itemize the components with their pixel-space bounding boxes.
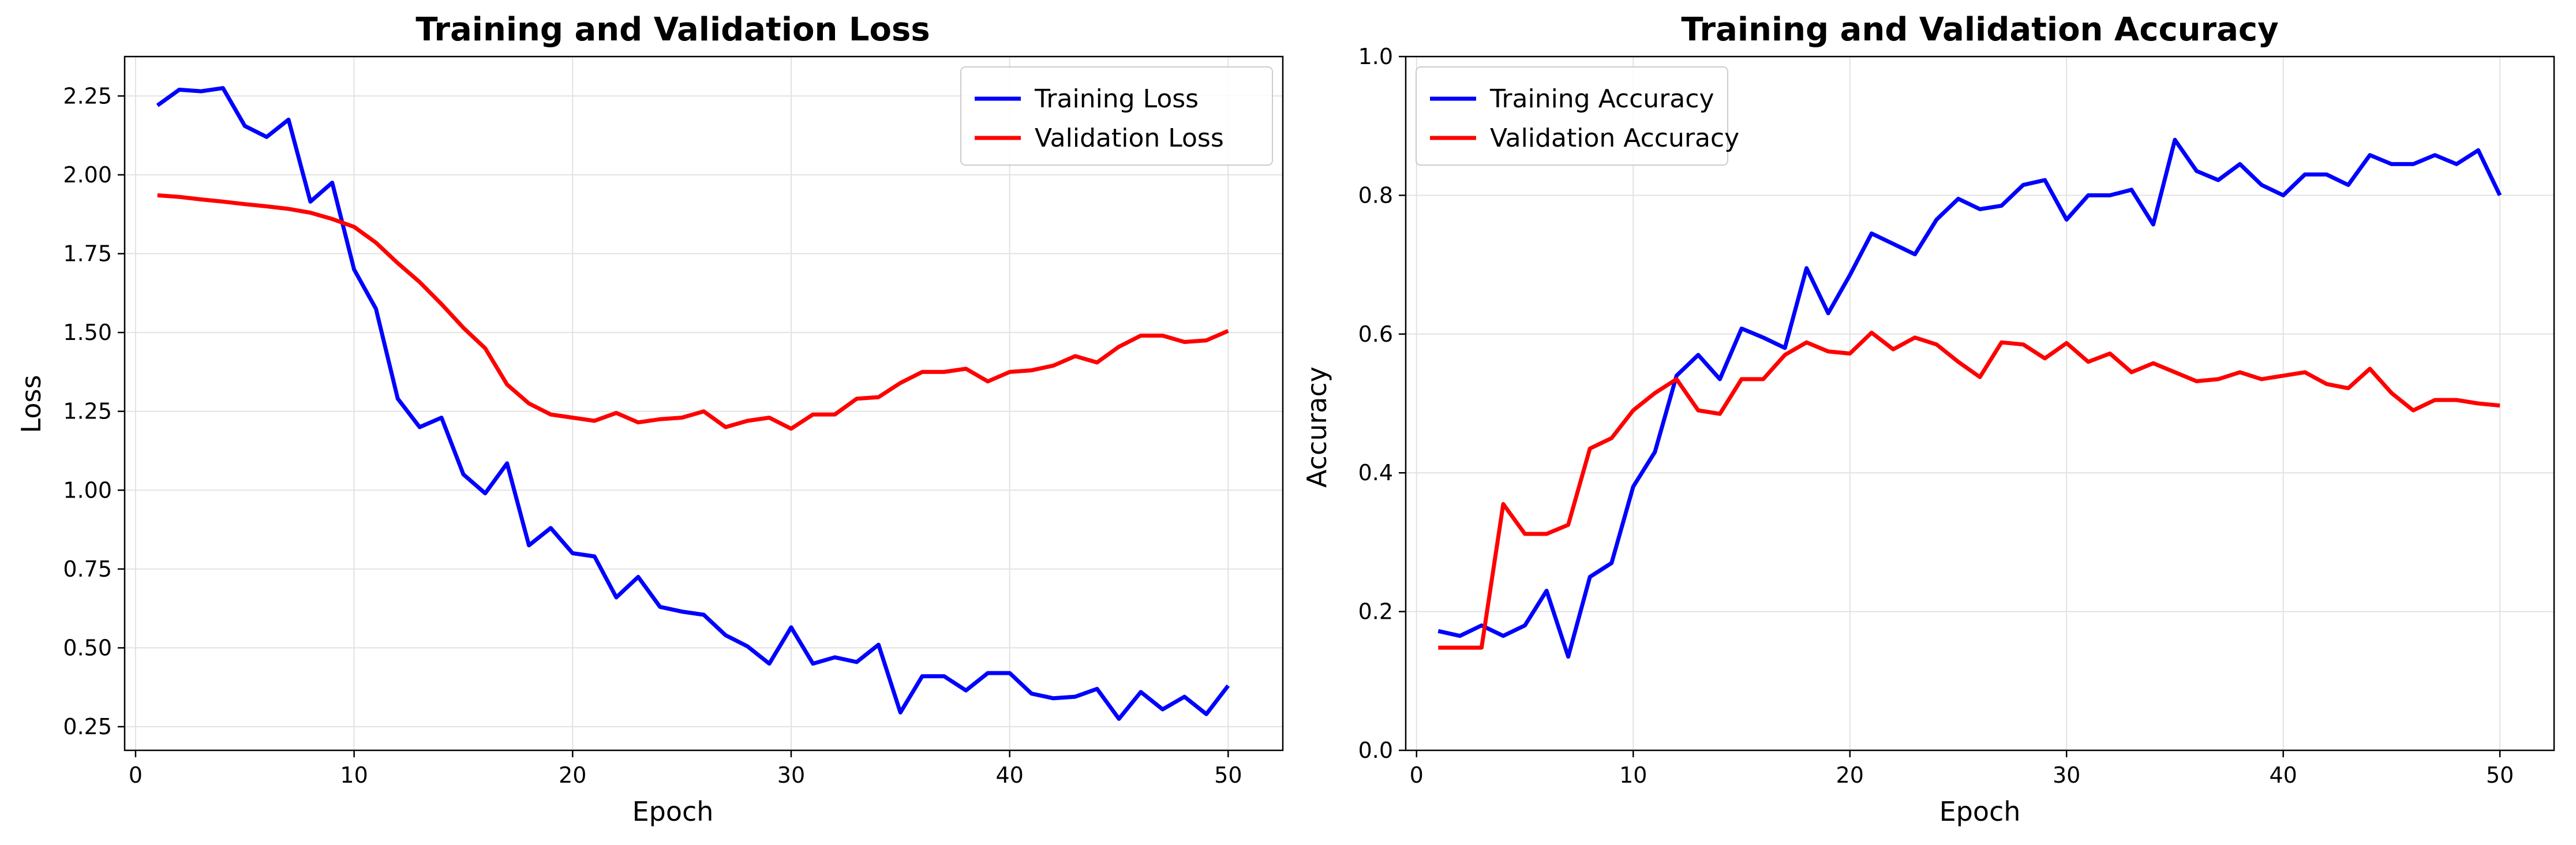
loss-x-tick-label: 30 <box>777 762 805 788</box>
accuracy-x-tick-label: 50 <box>2486 762 2514 788</box>
loss-legend-label-training-loss: Training Loss <box>1034 84 1199 114</box>
accuracy-y-tick-label: 0.2 <box>1358 599 1393 625</box>
accuracy-chart-title: Training and Validation Accuracy <box>1681 11 2278 48</box>
loss-y-tick-label: 0.75 <box>63 556 112 582</box>
accuracy-series-training-accuracy-line <box>1437 137 2502 659</box>
loss-chart-y-axis-label: Loss <box>16 375 47 433</box>
loss-chart-title: Training and Validation Loss <box>415 11 930 48</box>
loss-y-tick-label: 1.50 <box>63 320 112 345</box>
accuracy-y-tick-label: 0.0 <box>1358 738 1393 763</box>
accuracy-chart-y-axis-label: Accuracy <box>1301 367 1332 488</box>
loss-y-tick-label: 1.75 <box>63 241 112 266</box>
accuracy-y-tick-label: 0.8 <box>1358 182 1393 208</box>
accuracy-y-tick-label: 0.6 <box>1358 321 1393 347</box>
loss-plot-frame <box>123 55 1284 751</box>
loss-legend-label-validation-loss: Validation Loss <box>1035 124 1224 153</box>
loss-chart-x-axis-label: Epoch <box>632 796 714 827</box>
loss-y-tick-label: 0.25 <box>63 714 112 739</box>
accuracy-y-tick-label: 1.0 <box>1358 44 1393 69</box>
loss-y-tick-label: 1.00 <box>63 477 112 503</box>
loss-y-tick-label: 2.25 <box>63 83 112 109</box>
loss-x-tick-label: 10 <box>340 762 368 788</box>
accuracy-chart-x-axis-label: Epoch <box>1940 796 2021 827</box>
accuracy-x-tick-label: 30 <box>2053 762 2080 788</box>
loss-series-training-loss-line <box>156 86 1230 721</box>
loss-x-tick-label: 50 <box>1214 762 1242 788</box>
loss-x-tick-label: 20 <box>559 762 586 788</box>
loss-series-validation-loss-line <box>157 193 1229 431</box>
loss-legend-box <box>960 66 1273 166</box>
accuracy-legend-label-training-accuracy: Training Accuracy <box>1489 84 1714 114</box>
loss-x-tick-label: 0 <box>129 762 143 788</box>
accuracy-x-tick-label: 10 <box>1619 762 1647 788</box>
loss-y-tick-label: 2.00 <box>63 162 112 188</box>
accuracy-y-tick-label: 0.4 <box>1358 460 1393 485</box>
accuracy-legend-box <box>1416 66 1728 166</box>
loss-chart-panel: Training and Validation Loss Epoch Loss … <box>16 11 1284 827</box>
accuracy-plot-frame <box>1405 55 2555 751</box>
loss-y-tick-label: 1.25 <box>63 399 112 424</box>
accuracy-x-tick-label: 0 <box>1410 762 1424 788</box>
loss-x-tick-label: 40 <box>995 762 1023 788</box>
loss-legend: Training Loss Validation Loss <box>960 66 1273 166</box>
accuracy-legend: Training Accuracy Validation Accuracy <box>1416 66 1739 166</box>
accuracy-series-validation-accuracy-line <box>1438 330 2500 650</box>
loss-y-tick-label: 0.50 <box>63 635 112 660</box>
accuracy-x-tick-label: 40 <box>2269 762 2297 788</box>
accuracy-chart-panel: Training and Validation Accuracy Epoch A… <box>1301 11 2555 827</box>
accuracy-x-tick-label: 20 <box>1836 762 1864 788</box>
accuracy-legend-label-validation-accuracy: Validation Accuracy <box>1490 124 1739 153</box>
